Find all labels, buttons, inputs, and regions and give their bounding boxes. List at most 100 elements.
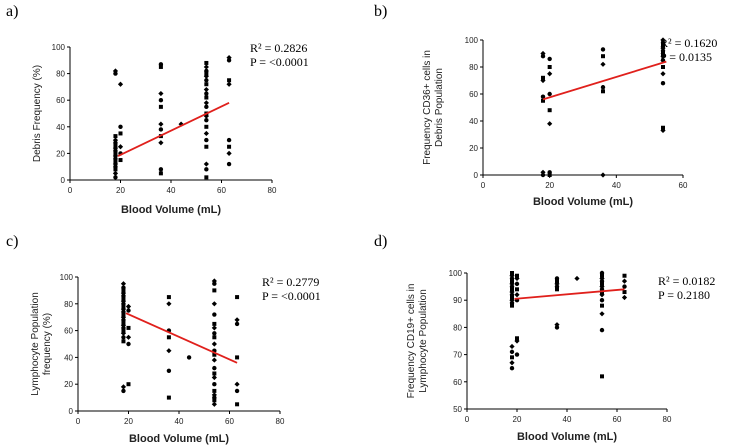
data-point [599, 298, 605, 303]
stat-text: R² = 0.1620 [660, 36, 717, 50]
y-tick-label: 90 [453, 296, 462, 305]
data-point [112, 68, 119, 74]
data-point [118, 158, 123, 163]
data-point [554, 276, 560, 281]
data-point [234, 381, 240, 387]
data-point [509, 292, 515, 297]
data-point [234, 388, 240, 394]
data-point [211, 278, 217, 284]
data-point [599, 284, 605, 290]
data-point [166, 295, 171, 300]
x-tick-label: 80 [276, 417, 285, 426]
data-point [204, 144, 209, 149]
y-tick-label: 100 [449, 269, 463, 278]
data-point [547, 173, 552, 177]
data-point [227, 144, 232, 149]
y-tick-label: 40 [469, 117, 478, 126]
data-point [212, 321, 217, 326]
y-tick-label: 60 [64, 327, 73, 336]
y-tick-label: 80 [56, 70, 65, 79]
data-point [212, 331, 217, 336]
stat-text: P = 0.0135 [660, 50, 712, 64]
data-point [599, 270, 605, 276]
x-tick-label: 60 [225, 417, 234, 426]
data-point [661, 43, 665, 48]
stat-text: R² = 0.2826 [250, 41, 307, 55]
y-tick-label: 80 [469, 63, 478, 72]
y-tick-label: 100 [60, 273, 74, 282]
data-point [121, 288, 126, 293]
data-point [204, 104, 209, 110]
data-point [212, 371, 217, 376]
x-tick-label: 20 [116, 186, 125, 195]
data-point [121, 328, 126, 333]
data-point [226, 58, 232, 63]
panel-a: a) 0 20 40 60 80 0 20 40 60 80 100 Blood Volume (mL)… [6, 3, 309, 216]
data-point [660, 81, 666, 86]
data-point [166, 301, 172, 307]
y-tick-label: 80 [453, 323, 462, 332]
data-point [158, 104, 163, 109]
data-point [540, 172, 546, 178]
data-point [126, 341, 131, 347]
data-point [660, 53, 666, 59]
y-axis-title: Frequency CD19+ cells in [406, 284, 417, 399]
y-tick-label: 40 [56, 123, 65, 132]
data-point [166, 348, 172, 354]
x-tick-label: 80 [268, 186, 277, 195]
data-point [509, 276, 515, 281]
data-point [226, 137, 232, 143]
y-axis-title: Debris Frequency (%) [32, 65, 43, 162]
data-point [212, 281, 217, 286]
y-tick-label: 20 [56, 149, 65, 158]
data-point [622, 284, 627, 289]
data-point [234, 317, 240, 323]
data-point [540, 54, 546, 59]
data-point [211, 401, 217, 407]
data-point [600, 303, 604, 308]
x-tick-label: 20 [513, 415, 522, 424]
data-point [158, 167, 164, 172]
data-point [166, 368, 172, 373]
data-point [204, 68, 209, 74]
data-point [113, 151, 118, 156]
data-point [113, 159, 118, 164]
data-point [204, 167, 209, 172]
data-point [166, 335, 171, 340]
data-point [121, 320, 126, 325]
data-point [203, 161, 209, 167]
x-tick-label: 60 [679, 181, 688, 190]
x-tick-label: 20 [545, 181, 554, 190]
data-point [121, 317, 126, 323]
data-point [203, 86, 209, 93]
data-point [113, 140, 118, 145]
data-point [510, 287, 514, 292]
panel-label: d) [374, 233, 387, 250]
x-tick-label: 60 [613, 415, 622, 424]
y-tick-label: 100 [465, 36, 479, 45]
data-point [126, 382, 131, 387]
panel-c: c) 0 20 40 60 80 0 20 40 60 80 100 Blood Volume (mL)… [6, 233, 321, 445]
data-point [203, 100, 209, 106]
data-point [235, 295, 240, 300]
data-point [510, 279, 514, 284]
data-point [117, 81, 124, 87]
data-point [509, 297, 515, 303]
x-tick-label: 40 [175, 417, 184, 426]
data-point [203, 130, 209, 137]
data-point [121, 312, 126, 317]
x-tick-label: 0 [481, 181, 486, 190]
y-tick-label: 0 [69, 407, 74, 416]
y-tick-label: 40 [64, 353, 73, 362]
data-point [212, 312, 217, 317]
data-point [211, 341, 217, 347]
data-point [515, 287, 519, 292]
data-point [509, 349, 515, 355]
data-point [554, 325, 560, 330]
data-point [212, 365, 217, 371]
regression-line [514, 288, 625, 300]
y-tick-label: 80 [64, 300, 73, 309]
data-point [204, 137, 209, 143]
data-point [204, 78, 209, 83]
